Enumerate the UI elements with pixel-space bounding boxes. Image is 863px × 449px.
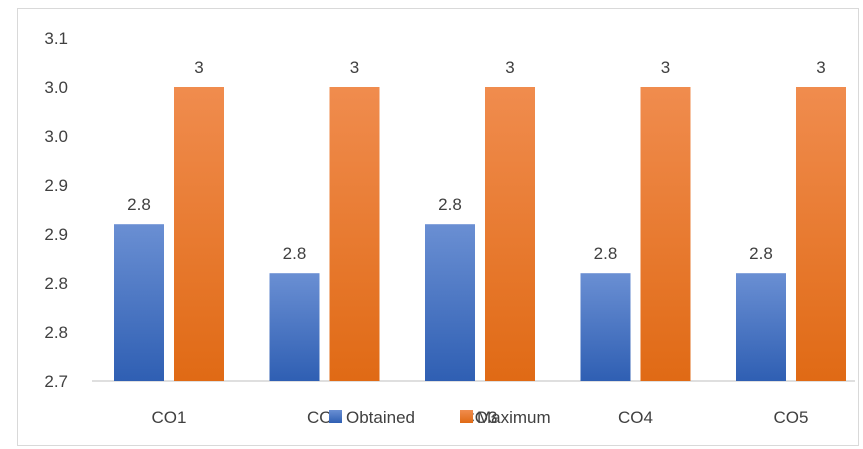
bar-maximum-co5 xyxy=(796,87,846,381)
y-axis: 2.7 2.8 2.8 2.9 2.9 3.0 3.0 3.1 xyxy=(44,29,68,391)
x-tick-label-co4: CO4 xyxy=(618,408,653,427)
data-label-obtained-co2: 2.8 xyxy=(283,244,307,263)
legend: Obtained Maximum xyxy=(329,408,551,427)
x-tick-label-co5: CO5 xyxy=(774,408,809,427)
legend-swatch-maximum xyxy=(460,410,473,423)
data-label-maximum-co2: 3 xyxy=(350,58,359,77)
y-tick-label: 2.9 xyxy=(44,225,68,244)
y-tick-label: 3.1 xyxy=(44,29,68,48)
data-label-obtained-co4: 2.8 xyxy=(594,244,618,263)
data-labels: 2.8 3 2.8 3 2.8 3 2.8 3 2.8 3 xyxy=(127,58,826,263)
legend-label-maximum: Maximum xyxy=(477,408,551,427)
bar-obtained-co5 xyxy=(736,273,786,381)
bar-obtained-co2 xyxy=(269,273,320,381)
data-label-maximum-co3: 3 xyxy=(505,58,514,77)
bar-maximum-co1 xyxy=(174,87,224,381)
y-tick-label: 2.7 xyxy=(44,372,68,391)
data-label-maximum-co1: 3 xyxy=(194,58,203,77)
legend-label-obtained: Obtained xyxy=(346,408,415,427)
bar-obtained-co1 xyxy=(114,224,164,381)
y-tick-label: 3.0 xyxy=(44,78,68,97)
bar-obtained-co3 xyxy=(425,224,475,381)
bar-maximum-co4 xyxy=(640,87,691,381)
data-label-obtained-co5: 2.8 xyxy=(749,244,773,263)
bar-obtained-co4 xyxy=(580,273,631,381)
data-label-maximum-co4: 3 xyxy=(661,58,670,77)
y-tick-label: 2.9 xyxy=(44,176,68,195)
y-tick-label: 3.0 xyxy=(44,127,68,146)
bars xyxy=(114,87,846,381)
y-tick-label: 2.8 xyxy=(44,323,68,342)
legend-swatch-obtained xyxy=(329,410,342,423)
data-label-obtained-co1: 2.8 xyxy=(127,195,151,214)
y-tick-label: 2.8 xyxy=(44,274,68,293)
bar-maximum-co2 xyxy=(329,87,380,381)
data-label-maximum-co5: 3 xyxy=(816,58,825,77)
x-tick-label-co1: CO1 xyxy=(152,408,187,427)
bar-maximum-co3 xyxy=(485,87,535,381)
chart-frame xyxy=(17,8,859,446)
data-label-obtained-co3: 2.8 xyxy=(438,195,462,214)
